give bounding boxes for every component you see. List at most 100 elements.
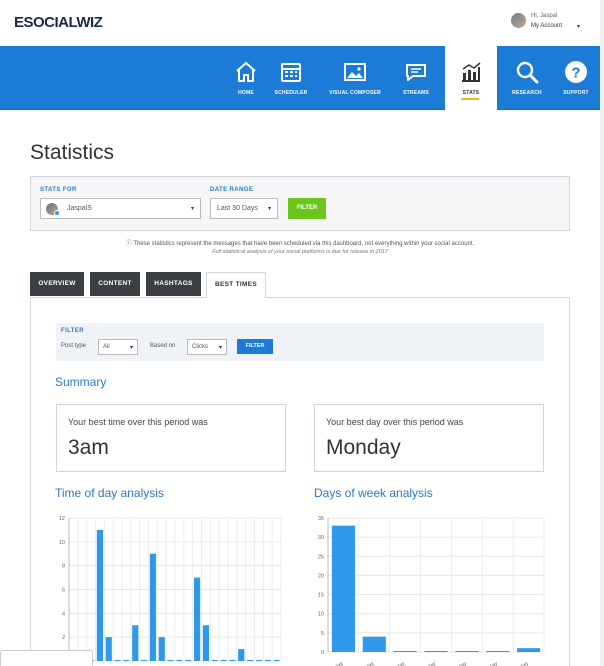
nav-support[interactable]: ? SUPPORT — [558, 46, 594, 110]
nav-home[interactable]: HOME — [226, 46, 266, 110]
chart-bar — [193, 577, 201, 661]
y-tick-label: 2 — [62, 635, 65, 641]
chart-bar — [273, 660, 280, 661]
best-times-filter-button[interactable]: FILTER — [237, 339, 273, 354]
y-tick-label: 8 — [62, 564, 65, 570]
twitter-badge-icon — [54, 210, 60, 216]
chart-bar — [486, 651, 510, 652]
chart-bar — [123, 660, 130, 661]
caret-down-icon: ▾ — [218, 345, 222, 351]
chart-bar — [132, 625, 139, 661]
y-tick-label: 20 — [318, 573, 324, 579]
best-time-value: 3am — [68, 436, 109, 459]
based-on-value: Clicks — [192, 344, 208, 350]
y-tick-label: 10 — [318, 612, 324, 618]
nav-label: STATS — [462, 90, 480, 96]
chart-bar — [96, 529, 104, 661]
chart-bar — [158, 637, 165, 661]
chart-bar — [167, 660, 174, 661]
nav-stats[interactable]: STATS — [445, 46, 497, 110]
bar-chart-icon — [462, 62, 481, 82]
x-tick-label: Monday — [418, 661, 438, 666]
y-tick-label: 6 — [62, 588, 65, 594]
y-tick-label: 5 — [321, 631, 324, 637]
tab-hashtags[interactable]: HASHTAGS — [146, 272, 201, 296]
image-icon — [344, 63, 366, 81]
best-day-value: Monday — [326, 436, 401, 459]
question-icon: ? — [565, 61, 587, 83]
chart-bar — [264, 660, 271, 661]
days-of-week-chart: 0 5 10 15 20 25 30 35 Monday Monday Monday Monday Mo… — [312, 510, 548, 666]
nav-label: STREAMS — [403, 90, 429, 96]
y-tick-label: 30 — [318, 535, 324, 541]
chart-bar — [176, 660, 183, 661]
tab-content[interactable]: CONTENT — [90, 272, 140, 296]
based-on-label: Based on — [150, 343, 176, 349]
nav-label: HOME — [238, 90, 254, 96]
scrollbar[interactable] — [600, 0, 604, 666]
chart-bar — [220, 660, 227, 661]
chart-bar — [424, 651, 448, 652]
chart-bar — [255, 660, 263, 661]
info-note: ⓘ These statistics represent the message… — [0, 238, 600, 247]
x-tick-label: Monday — [325, 661, 345, 666]
y-tick-label: 4 — [62, 611, 65, 617]
chart-bar — [149, 553, 157, 661]
y-tick-label: 35 — [318, 516, 324, 522]
nav-streams[interactable]: STREAMS — [397, 46, 435, 110]
post-type-value: All — [103, 344, 110, 350]
nav-label: SUPPORT — [563, 90, 589, 96]
caret-down-icon: ▾ — [129, 345, 133, 351]
feedback-tab[interactable] — [0, 650, 93, 666]
based-on-select[interactable]: Clicks ▾ — [187, 339, 227, 355]
stats-for-value: JaspalS — [67, 205, 92, 212]
stats-for-select[interactable]: JaspalS ▾ — [40, 198, 201, 219]
chart-bar — [238, 649, 245, 661]
brand-logo-text: ESOCIALWIZ — [14, 14, 103, 31]
brand-logo[interactable]: ESOCIALWIZ — [14, 14, 103, 31]
chart-bar — [362, 636, 386, 652]
info-note-text: These statistics represent the messages … — [133, 241, 475, 247]
chat-bubble-icon — [406, 64, 426, 81]
nav-label: SCHEDULER — [274, 90, 308, 96]
filter-title: FILTER — [61, 328, 84, 334]
nav-label: RESEARCH — [512, 90, 542, 96]
post-type-select[interactable]: All ▾ — [98, 339, 138, 355]
nav-label: VISUAL COMPOSER — [329, 90, 381, 96]
best-day-label: Your best day over this period was — [326, 417, 464, 427]
chart-bar — [211, 660, 218, 661]
time-of-day-heading: Time of day analysis — [55, 486, 164, 500]
info-icon: ⓘ — [125, 241, 134, 247]
x-tick-label: Monday — [387, 661, 407, 666]
home-icon — [236, 61, 256, 82]
caret-down-icon: ▾ — [190, 206, 194, 212]
y-tick-label: 12 — [59, 516, 65, 522]
nav-visual-composer[interactable]: VISUAL COMPOSER — [326, 46, 384, 110]
x-tick-label: Monday — [510, 661, 530, 666]
best-day-card: Your best day over this period was Monda… — [314, 404, 544, 472]
time-of-day-chart-svg: 2 4 6 8 10 12 — [59, 516, 282, 661]
chart-bar — [331, 525, 355, 652]
top-header: ESOCIALWIZ Hi, Jaspal My Account ▾ — [0, 0, 600, 46]
best-time-card: Your best time over this period was 3am — [56, 404, 286, 472]
main-nav: HOME SCHEDULER VISUAL COMPOSER STREAMS S… — [0, 46, 600, 110]
stats-for-label: STATS FOR — [40, 187, 77, 193]
tab-overview[interactable]: OVERVIEW — [30, 272, 84, 296]
nav-scheduler[interactable]: SCHEDULER — [271, 46, 311, 110]
best-time-label: Your best time over this period was — [68, 417, 208, 427]
chart-bar — [105, 637, 112, 661]
chart-bar — [185, 660, 192, 661]
chart-bar — [393, 651, 417, 652]
chart-bar — [246, 660, 254, 661]
y-tick-label: 0 — [321, 650, 324, 656]
caret-down-icon: ▾ — [267, 206, 271, 212]
page-title: Statistics — [30, 141, 115, 164]
x-tick-label: Monday — [449, 661, 469, 666]
nav-research[interactable]: RESEARCH — [508, 46, 546, 110]
time-of-day-chart: 2 4 6 8 10 12 — [55, 510, 287, 666]
stats-filter-button[interactable]: FILTER — [288, 198, 326, 219]
x-tick-label: Monday — [356, 661, 376, 666]
caret-down-icon: ▾ — [577, 24, 581, 30]
tab-best-times[interactable]: BEST TIMES — [206, 272, 266, 298]
date-range-select[interactable]: Last 30 Days ▾ — [210, 198, 278, 219]
